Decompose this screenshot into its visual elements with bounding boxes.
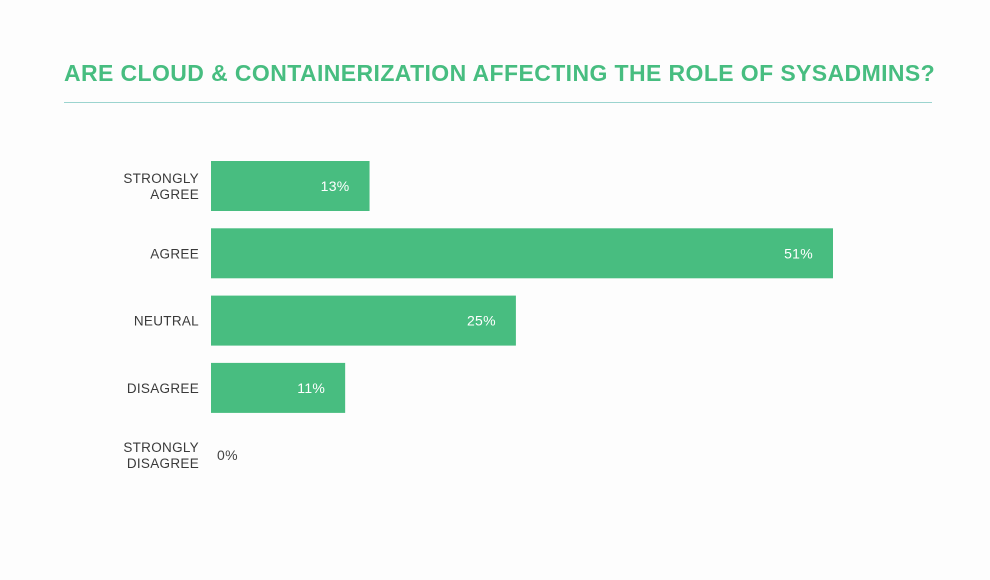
category-label-agree: AGREE <box>150 246 199 261</box>
value-label-neutral: 25% <box>467 313 496 329</box>
category-label-disagree: DISAGREE <box>127 381 199 396</box>
bar-disagree <box>211 362 346 413</box>
bar-strongly-agree <box>211 161 370 211</box>
value-label-strongly-agree: 13% <box>321 178 350 194</box>
title-divider <box>64 102 932 103</box>
category-label-strongly-disagree: STRONGLY <box>123 440 199 455</box>
category-label-strongly-disagree: DISAGREE <box>127 456 199 471</box>
value-label-agree: 51% <box>784 245 813 261</box>
category-label-neutral: NEUTRAL <box>134 314 199 329</box>
bar-neutral <box>211 295 516 346</box>
category-label-strongly-agree: STRONGLY <box>123 171 199 186</box>
category-label-strongly-agree: AGREE <box>150 187 199 202</box>
value-label-disagree: 11% <box>297 380 325 396</box>
value-label-strongly-disagree: 0% <box>217 447 238 463</box>
chart-title: ARE CLOUD & CONTAINERIZATION AFFECTING T… <box>64 60 936 86</box>
bar-agree <box>211 228 833 279</box>
